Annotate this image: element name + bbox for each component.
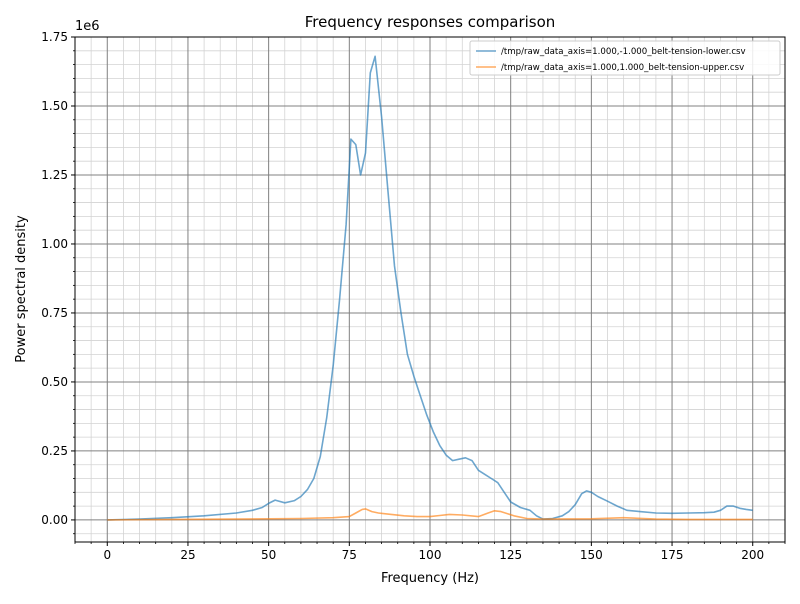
legend: /tmp/raw_data_axis=1.000,-1.000_belt-ten…	[469, 40, 781, 76]
y-tick-label: 0.50	[41, 375, 68, 389]
y-tick-label: 1.00	[41, 237, 68, 251]
y-tick-label: 1.75	[41, 30, 68, 44]
series-layer	[107, 55, 753, 521]
legend-label-2: /tmp/raw_data_axis=1.000,1.000_belt-tens…	[501, 63, 744, 73]
x-axis: 0 25 50 75 100 125 150 175 200	[74, 542, 786, 562]
x-tick-label: 25	[180, 548, 195, 562]
y-tick-label: 0.25	[41, 444, 68, 458]
chart-title: Frequency responses comparison	[305, 13, 556, 31]
y-axis: 0.00 0.25 0.50 0.75 1.00 1.25 1.50 1.75	[41, 30, 75, 535]
y-tick-label: 0.00	[41, 513, 68, 527]
y-tick-label: 1.50	[41, 99, 68, 113]
x-tick-label: 75	[342, 548, 357, 562]
x-tick-label: 200	[741, 548, 764, 562]
x-tick-label: 150	[580, 548, 603, 562]
y-axis-offset-label: 1e6	[75, 19, 100, 34]
x-tick-label: 50	[261, 548, 276, 562]
x-tick-label: 0	[103, 548, 111, 562]
y-tick-label: 0.75	[41, 306, 68, 320]
x-axis-label: Frequency (Hz)	[381, 571, 479, 586]
x-tick-label: 125	[499, 548, 522, 562]
y-axis-label: Power spectral density	[14, 215, 29, 363]
series-line-1	[107, 55, 753, 521]
y-tick-label: 1.25	[41, 168, 68, 182]
legend-label-1: /tmp/raw_data_axis=1.000,-1.000_belt-ten…	[501, 47, 746, 57]
legend-box	[469, 40, 781, 76]
series-line-2	[107, 508, 753, 521]
x-tick-label: 100	[419, 548, 442, 562]
x-tick-label: 175	[661, 548, 684, 562]
